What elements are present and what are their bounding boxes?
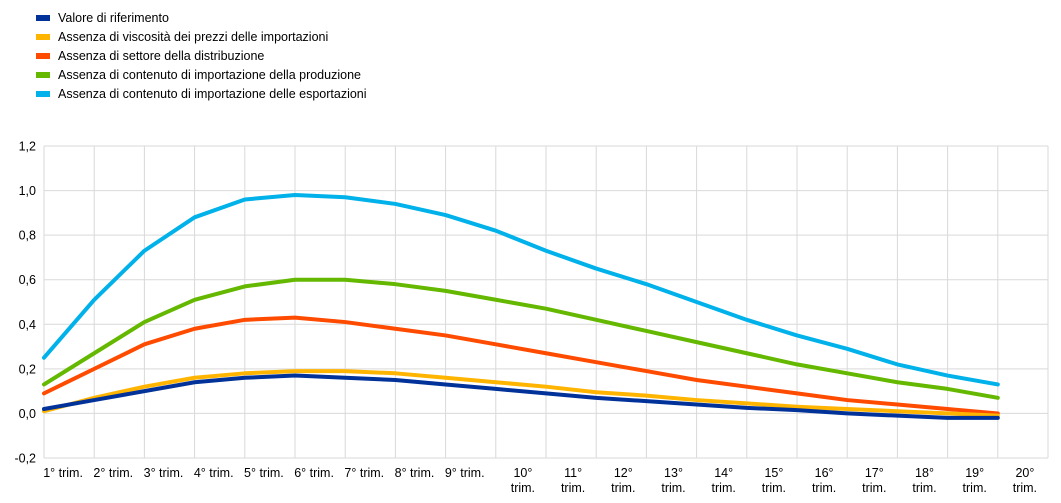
- x-tick-label: 7° trim.: [344, 466, 384, 480]
- y-tick-label: 0,0: [19, 407, 36, 421]
- legend-item: Assenza di settore della distribuzione: [36, 46, 367, 65]
- series-line: [42, 277, 1000, 400]
- x-tick-label: 14° trim.: [712, 466, 736, 495]
- legend-label: Assenza di contenuto di importazione del…: [58, 86, 367, 101]
- legend: Valore di riferimento Assenza di viscosit…: [36, 8, 367, 103]
- x-tick-label: 12° trim.: [611, 466, 635, 495]
- legend-label: Assenza di contenuto di importazione del…: [58, 67, 361, 82]
- x-tick-label: 15° trim.: [762, 466, 786, 495]
- legend-swatch: [36, 14, 50, 21]
- x-tick-label: 20° trim.: [1013, 466, 1037, 495]
- series-lines: [42, 193, 1000, 420]
- x-tick-label: 3° trim.: [144, 466, 184, 480]
- x-tick-label: 18° trim.: [912, 466, 936, 495]
- gridlines: [43, 145, 1049, 459]
- y-tick-label: 1,2: [19, 140, 36, 154]
- x-tick-label: 10° trim.: [511, 466, 535, 495]
- legend-item: Assenza di contenuto di importazione del…: [36, 84, 367, 103]
- y-tick-label: 0,4: [19, 318, 36, 332]
- legend-swatch: [36, 33, 50, 40]
- legend-swatch: [36, 71, 50, 78]
- y-axis: -0,2 0,0 0,2 0,4 0,6 0,8 1,0 1,2: [14, 140, 36, 466]
- legend-swatch: [36, 90, 50, 97]
- legend-label: Assenza di settore della distribuzione: [58, 48, 265, 63]
- x-axis: 1° trim. 2° trim. 3° trim. 4° trim. 5° trim.…: [43, 466, 1037, 495]
- x-tick-label: 5° trim.: [244, 466, 284, 480]
- y-tick-label: 0,6: [19, 273, 36, 287]
- legend-swatch: [36, 52, 50, 59]
- legend-item: Assenza di viscosità dei prezzi delle im…: [36, 27, 367, 46]
- series-line: [42, 373, 1000, 420]
- series-line: [42, 315, 1000, 416]
- y-tick-label: 0,8: [19, 229, 36, 243]
- x-tick-label: 19° trim.: [963, 466, 987, 495]
- legend-item: Assenza di contenuto di importazione del…: [36, 65, 367, 84]
- x-tick-label: 17° trim.: [862, 466, 886, 495]
- series-line: [42, 193, 1000, 387]
- legend-label: Assenza di viscosità dei prezzi delle im…: [58, 29, 329, 44]
- x-tick-label: 6° trim.: [294, 466, 334, 480]
- series-line: [42, 369, 1000, 418]
- x-tick-label: 11° trim.: [561, 466, 585, 495]
- x-tick-label: 16° trim.: [812, 466, 836, 495]
- y-tick-label: 0,2: [19, 362, 36, 376]
- y-tick-label: -0,2: [14, 452, 36, 466]
- x-tick-label: 8° trim.: [395, 466, 435, 480]
- x-tick-label: 13° trim.: [661, 466, 685, 495]
- legend-item: Valore di riferimento: [36, 8, 367, 27]
- x-tick-label: 1° trim.: [43, 466, 83, 480]
- legend-label: Valore di riferimento: [58, 10, 169, 25]
- x-tick-label: 4° trim.: [194, 466, 234, 480]
- x-tick-label: 9° trim.: [445, 466, 485, 480]
- y-tick-label: 1,0: [19, 184, 36, 198]
- x-tick-label: 2° trim.: [93, 466, 133, 480]
